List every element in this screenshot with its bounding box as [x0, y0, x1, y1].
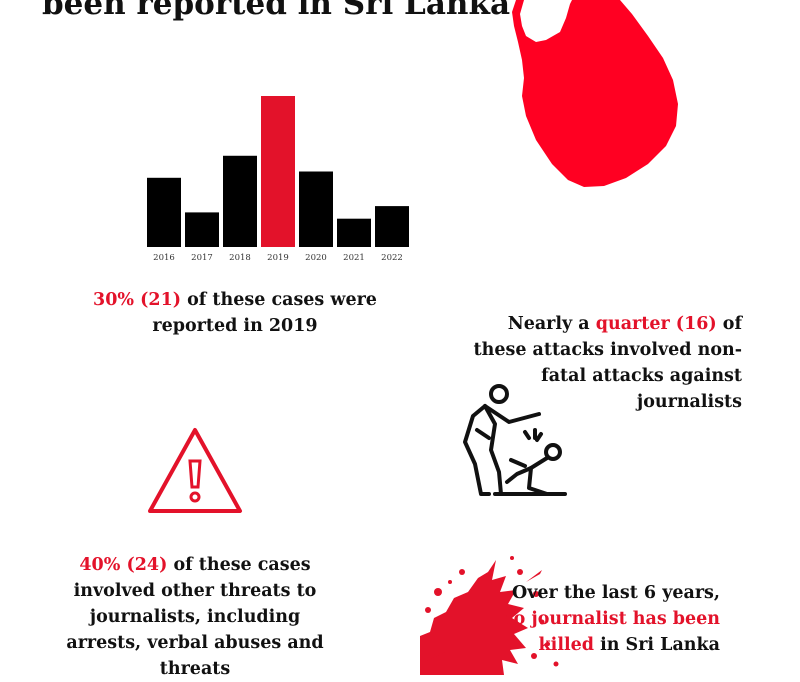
headline: been reported in Sri Lanka: [41, 0, 511, 22]
stat-non-fatal-highlight: quarter (16): [595, 314, 717, 334]
bar-2020: [299, 171, 333, 247]
stat-2019-share: 30% (21) of these cases were reported in…: [60, 287, 410, 339]
bar-2021: [337, 218, 371, 247]
stat-no-killings-highlight: no journalist has been killed: [500, 609, 720, 655]
warning-triangle-icon: [148, 428, 242, 513]
tick-label-2017: 2017: [191, 253, 213, 263]
bar-2017: [185, 212, 219, 247]
tick-label-2021: 2021: [343, 253, 365, 263]
stat-non-fatal-prefix: Nearly a: [507, 314, 596, 334]
stat-no-killings-line1: Over the last 6 years,: [512, 583, 720, 603]
assault-icon: [463, 384, 567, 496]
bar-2016: [147, 177, 181, 247]
tick-label-2018: 2018: [229, 253, 251, 263]
tick-label-2022: 2022: [381, 253, 403, 263]
stat-other-threats-text: of these cases involved other threats to…: [66, 555, 324, 679]
blood-splatter-icon: [420, 556, 559, 675]
stat-no-killings-suffix: in Sri Lanka: [594, 635, 720, 655]
bar-chart: 2016 2017 2018 2019 2020 2021 2022: [147, 96, 409, 263]
tick-label-2019: 2019: [267, 253, 289, 263]
bar-2022: [375, 206, 409, 247]
stat-no-killings: Over the last 6 years, no journalist has…: [490, 580, 720, 658]
sri-lanka-map-icon: [512, 0, 678, 187]
stat-2019-highlight: 30% (21): [93, 290, 182, 310]
stat-non-fatal-attacks: Nearly a quarter (16) of these attacks i…: [470, 311, 742, 415]
tick-label-2016: 2016: [153, 253, 175, 263]
tick-label-2020: 2020: [305, 253, 327, 263]
stat-other-threats-highlight: 40% (24): [79, 555, 168, 575]
bar-2018: [223, 155, 257, 247]
stat-2019-text: of these cases were reported in 2019: [152, 290, 377, 336]
stat-other-threats: 40% (24) of these cases involved other t…: [50, 552, 340, 682]
bar-2019: [261, 96, 295, 247]
stat-non-fatal-suffix: of these attacks involved non-fatal atta…: [473, 314, 742, 412]
